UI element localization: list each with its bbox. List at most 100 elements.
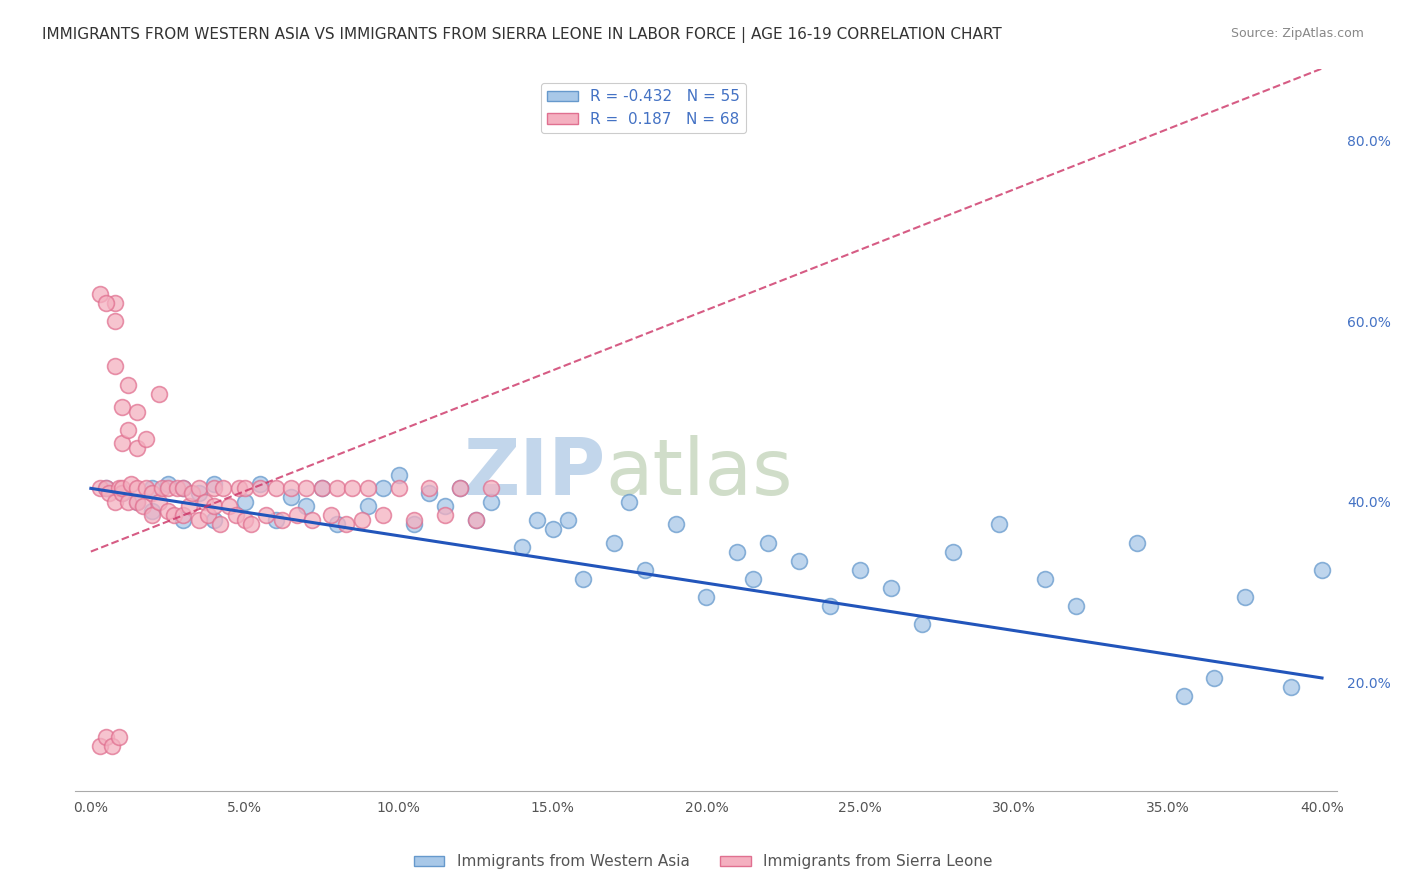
Point: [464, 513, 486, 527]
Text: atlas: atlas: [606, 435, 793, 511]
Point: [464, 513, 486, 527]
Point: [350, 513, 373, 527]
Point: [141, 481, 163, 495]
Point: [357, 500, 380, 514]
Point: [741, 572, 763, 586]
Point: [202, 500, 225, 514]
Point: [1033, 572, 1056, 586]
Point: [603, 535, 626, 549]
Point: [89, 739, 111, 753]
Point: [526, 513, 548, 527]
Point: [104, 359, 127, 374]
Point: [402, 513, 425, 527]
Point: [148, 386, 170, 401]
Point: [156, 476, 179, 491]
Point: [285, 508, 308, 523]
Point: [388, 481, 411, 495]
Point: [135, 481, 157, 495]
Point: [433, 508, 456, 523]
Legend: R = -0.432   N = 55, R =  0.187   N = 68: R = -0.432 N = 55, R = 0.187 N = 68: [541, 83, 745, 133]
Text: IMMIGRANTS FROM WESTERN ASIA VS IMMIGRANTS FROM SIERRA LEONE IN LABOR FORCE | AG: IMMIGRANTS FROM WESTERN ASIA VS IMMIGRAN…: [42, 27, 1002, 43]
Point: [187, 486, 209, 500]
Point: [228, 481, 250, 495]
Point: [634, 563, 657, 577]
Point: [187, 513, 209, 527]
Point: [335, 517, 357, 532]
Point: [104, 495, 127, 509]
Point: [264, 513, 287, 527]
Point: [1173, 689, 1195, 703]
Point: [194, 495, 217, 509]
Point: [572, 572, 595, 586]
Point: [479, 495, 502, 509]
Point: [156, 504, 179, 518]
Point: [373, 481, 395, 495]
Point: [254, 508, 277, 523]
Point: [311, 481, 333, 495]
Point: [179, 500, 201, 514]
Point: [311, 481, 333, 495]
Point: [125, 495, 148, 509]
Point: [418, 486, 440, 500]
Point: [301, 513, 323, 527]
Point: [433, 500, 456, 514]
Text: ZIP: ZIP: [463, 435, 606, 511]
Point: [96, 296, 118, 310]
Point: [619, 495, 641, 509]
Point: [125, 404, 148, 418]
Point: [479, 481, 502, 495]
Point: [125, 495, 148, 509]
Point: [239, 517, 262, 532]
Point: [172, 481, 194, 495]
Point: [96, 481, 118, 495]
Point: [209, 517, 232, 532]
Point: [1234, 590, 1257, 604]
Point: [818, 599, 841, 613]
Point: [418, 481, 440, 495]
Point: [202, 513, 225, 527]
Point: [342, 481, 364, 495]
Point: [125, 441, 148, 455]
Point: [725, 544, 748, 558]
Point: [224, 508, 246, 523]
Point: [117, 495, 139, 509]
Point: [326, 517, 349, 532]
Point: [987, 517, 1010, 532]
Point: [89, 481, 111, 495]
Point: [388, 467, 411, 482]
Point: [449, 481, 471, 495]
Point: [233, 495, 256, 509]
Point: [510, 540, 533, 554]
Point: [187, 481, 209, 495]
Point: [1126, 535, 1149, 549]
Point: [326, 481, 349, 495]
Point: [163, 508, 186, 523]
Point: [197, 508, 219, 523]
Point: [141, 486, 163, 500]
Point: [125, 481, 148, 495]
Point: [141, 504, 163, 518]
Point: [1204, 671, 1226, 685]
Point: [111, 486, 134, 500]
Point: [280, 481, 302, 495]
Point: [148, 495, 170, 509]
Point: [107, 730, 129, 744]
Point: [249, 476, 271, 491]
Point: [541, 522, 564, 536]
Point: [233, 513, 256, 527]
Point: [104, 314, 127, 328]
Point: [107, 481, 129, 495]
Point: [111, 481, 134, 495]
Point: [172, 508, 194, 523]
Point: [98, 486, 121, 500]
Point: [218, 500, 240, 514]
Point: [132, 500, 155, 514]
Point: [135, 432, 157, 446]
Point: [319, 508, 342, 523]
Point: [1279, 680, 1302, 694]
Legend: Immigrants from Western Asia, Immigrants from Sierra Leone: Immigrants from Western Asia, Immigrants…: [408, 848, 998, 875]
Point: [104, 296, 127, 310]
Point: [172, 481, 194, 495]
Point: [172, 513, 194, 527]
Point: [270, 513, 292, 527]
